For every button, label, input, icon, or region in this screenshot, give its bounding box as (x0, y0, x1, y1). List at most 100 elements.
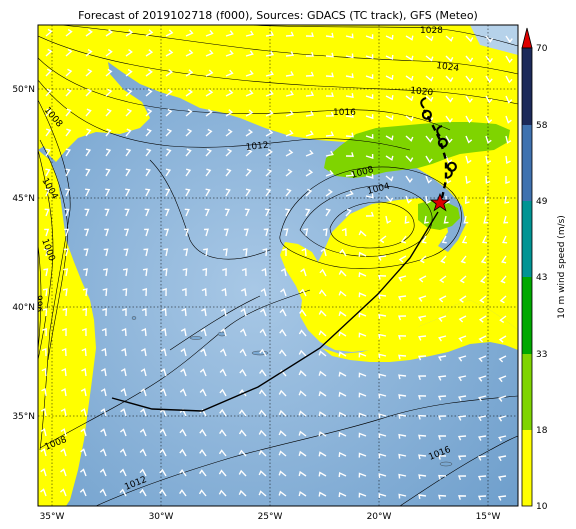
wind-barb (285, 71, 294, 77)
wind-barb (285, 129, 294, 137)
wind-barb (101, 327, 107, 337)
lat-tick-label: 40°N (12, 303, 35, 313)
colorbar-segment (522, 430, 532, 506)
wind-barb (102, 308, 107, 317)
wind-barb (42, 308, 48, 317)
wind-barb (205, 89, 214, 97)
wind-barb (385, 54, 394, 61)
wind-barb (478, 395, 487, 402)
colorbar-segment (522, 201, 532, 277)
wind-barb (457, 455, 467, 461)
wind-barb (125, 128, 132, 137)
wind-barb (45, 148, 51, 157)
wind-barb (124, 228, 130, 237)
wind-barb (318, 471, 327, 477)
wind-barb (220, 308, 227, 317)
wind-barb (125, 148, 132, 157)
wind-barb (159, 448, 167, 457)
wind-barb (85, 29, 93, 37)
wind-barb (142, 288, 148, 297)
wind-barb (145, 148, 152, 157)
wind-barb (222, 268, 227, 277)
wind-10-18-patch (42, 430, 66, 470)
wind-barb (124, 208, 130, 217)
wind-barb (222, 248, 228, 257)
wind-barb (318, 451, 327, 457)
wind-barb (81, 368, 87, 377)
colorbar-tick: 18 (536, 426, 548, 436)
wind-barb (425, 155, 433, 164)
wind-barb (445, 135, 453, 144)
wind-barb (298, 410, 307, 417)
wind-barb (265, 50, 275, 57)
wind-barb (140, 368, 147, 377)
wind-barb (318, 370, 327, 377)
wind-barb (445, 35, 454, 42)
wind-barb (200, 348, 207, 357)
lon-tick-label: 15°W (476, 512, 501, 522)
wind-barb (245, 70, 254, 77)
wind-barb (405, 155, 414, 163)
wind-barb (418, 494, 427, 500)
wind-barb (497, 495, 507, 501)
wind-barb (119, 488, 127, 497)
wind-barb (417, 315, 427, 322)
wind-barb (145, 88, 153, 97)
wind-barb (465, 75, 474, 83)
wind-barb (125, 188, 131, 197)
wind-barb (224, 208, 230, 217)
wind-barb (185, 29, 194, 37)
colorbar-tick: 33 (536, 350, 547, 360)
wind-barb (259, 328, 267, 337)
wind-barb (398, 354, 407, 360)
wind-barb (185, 69, 194, 77)
colorbar-ticks: 10 18 33 43 49 58 70 (536, 44, 548, 512)
wind-barb (358, 251, 367, 257)
wind-barb (44, 228, 50, 237)
wind-barb (318, 491, 327, 497)
wind-barb (440, 255, 447, 264)
wind-barb (238, 489, 247, 497)
wind-barb (100, 428, 107, 437)
wind-barb (418, 295, 427, 302)
wind-barb (61, 367, 67, 377)
wind-barb (285, 31, 295, 37)
wind-barb (378, 255, 387, 261)
wind-barb (219, 388, 227, 397)
wind-barb (458, 295, 467, 303)
wind-barb (325, 92, 334, 97)
wind-barb (385, 135, 394, 141)
wind-10-18-west-strip (38, 150, 96, 506)
wind-barb (244, 208, 250, 217)
colorbar-tick: 43 (536, 273, 547, 283)
wind-barb (398, 374, 407, 380)
wind-barb (205, 49, 214, 57)
wind-barb (418, 375, 427, 381)
wind-barb (80, 388, 87, 397)
wind-barb (101, 347, 107, 357)
wind-barb (465, 55, 474, 63)
wind-barb (305, 32, 314, 37)
wind-barb (445, 155, 453, 164)
wind-barb (505, 176, 511, 184)
wind-barb (205, 29, 214, 37)
wind-barb (243, 228, 249, 237)
wind-barb (341, 227, 347, 237)
wind-barb (498, 415, 507, 422)
wind-barb (245, 30, 254, 37)
wind-barb (104, 228, 110, 237)
wind-barb (418, 454, 427, 460)
wind-barb (225, 30, 234, 37)
wind-barb (145, 168, 151, 177)
wind-barb (105, 148, 112, 157)
wind-barb (180, 368, 187, 377)
wind-barb (258, 470, 267, 477)
wind-barb (285, 110, 294, 117)
wind-barb (221, 287, 227, 297)
wind-barb (278, 349, 287, 357)
wind-barb (445, 55, 454, 63)
wind-barb (365, 94, 374, 100)
wind-barb (378, 333, 387, 339)
colorbar-segment (522, 125, 532, 201)
